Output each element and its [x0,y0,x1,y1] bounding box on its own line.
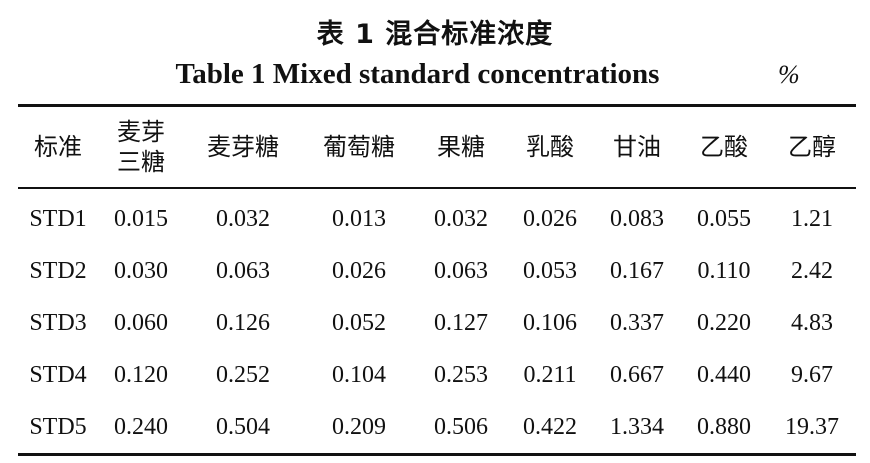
table-cell: 0.110 [697,257,751,284]
table-cell: 0.104 [332,361,386,388]
table-cell: 0.506 [434,413,488,440]
table-cell: 0.083 [610,205,664,232]
table-cell: 0.209 [332,413,386,440]
table-cell: 0.013 [332,205,386,232]
table-row: STD3 0.060 0.126 0.052 0.127 0.106 0.337… [18,297,856,349]
table-caption-english: Table 1 Mixed standard concentrations [175,58,660,90]
table-cell: STD1 [29,205,87,232]
header-maltotriose: 麦芽 三糖 [117,118,165,176]
concentration-table: 标准 麦芽 三糖 麦芽糖 葡萄糖 果糖 乳酸 甘油 乙酸 乙醇 STD1 0.01… [18,104,856,456]
table-header-row: 标准 麦芽 三糖 麦芽糖 葡萄糖 果糖 乳酸 甘油 乙酸 乙醇 [18,105,856,188]
table-row: STD1 0.015 0.032 0.013 0.032 0.026 0.083… [18,188,856,245]
table-cell: 0.880 [697,413,751,440]
table-cell: 0.032 [216,205,270,232]
table-cell: 0.060 [114,309,168,336]
table-cell: 0.440 [697,361,751,388]
table-cell: 0.052 [332,309,386,336]
table-cell: 0.252 [216,361,270,388]
table-cell: STD2 [29,257,87,284]
table-cell: 0.126 [216,309,270,336]
table-caption-chinese: 表 1 混合标准浓度 [316,19,554,50]
unit-label: % [778,60,800,89]
header-lactic-acid: 乳酸 [526,133,574,161]
table-cell: 4.83 [791,309,833,336]
table-row: STD2 0.030 0.063 0.026 0.063 0.053 0.167… [18,245,856,297]
table-row: STD4 0.120 0.252 0.104 0.253 0.211 0.667… [18,349,856,401]
table-cell: 0.015 [114,205,168,232]
table-cell: 1.334 [610,413,664,440]
table-cell: 0.240 [114,413,168,440]
table-cell: STD4 [29,361,87,388]
table-cell: STD3 [29,309,87,336]
table-cell: 0.337 [610,309,664,336]
table-cell: 0.026 [332,257,386,284]
table-cell: 1.21 [791,205,833,232]
table-cell: 0.063 [434,257,488,284]
table-cell: 0.253 [434,361,488,388]
header-maltose: 麦芽糖 [207,133,279,161]
table-cell: 0.167 [610,257,664,284]
table-cell: 19.37 [785,413,839,440]
table-cell: 0.106 [523,309,577,336]
header-glucose: 葡萄糖 [323,133,395,161]
table-cell: 0.063 [216,257,270,284]
table-cell: 0.667 [610,361,664,388]
table-cell: 0.053 [523,257,577,284]
table-cell: 0.220 [697,309,751,336]
table-cell: 0.211 [523,361,577,388]
table-cell: 2.42 [791,257,833,284]
table-cell: 0.422 [523,413,577,440]
table-cell: STD5 [29,413,87,440]
table-cell: 0.032 [434,205,488,232]
header-fructose: 果糖 [437,133,485,161]
table-cell: 0.030 [114,257,168,284]
table-cell: 0.120 [114,361,168,388]
header-ethanol: 乙醇 [788,133,836,161]
header-acetic-acid: 乙酸 [700,133,748,161]
header-glycerol: 甘油 [613,133,661,161]
header-standard: 标准 [34,133,82,161]
table-cell: 0.504 [216,413,270,440]
table-row: STD5 0.240 0.504 0.209 0.506 0.422 1.334… [18,401,856,455]
table-cell: 9.67 [791,361,833,388]
table-cell: 0.026 [523,205,577,232]
table-cell: 0.055 [697,205,751,232]
table-cell: 0.127 [434,309,488,336]
